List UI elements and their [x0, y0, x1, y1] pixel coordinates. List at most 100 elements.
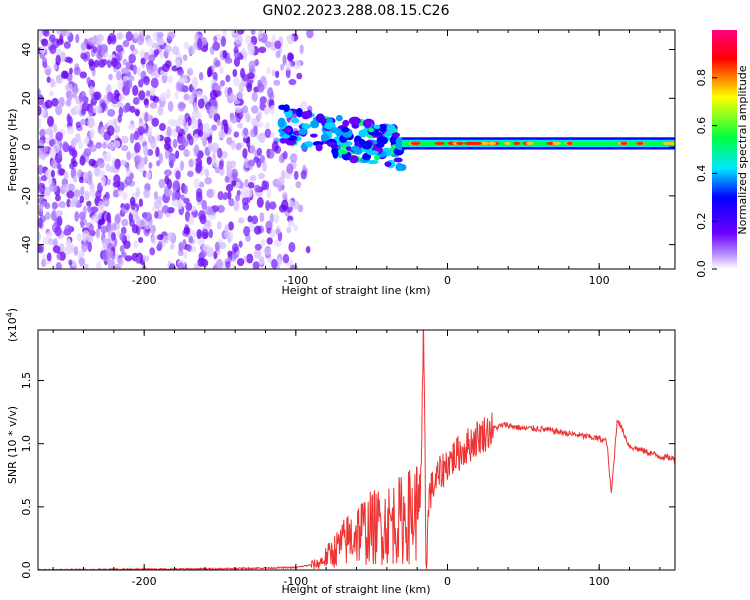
heatmap-cell: [52, 245, 61, 254]
heatmap-cell: [149, 247, 156, 256]
heatmap-cell: [206, 188, 214, 199]
heatmap-cell: [145, 171, 151, 179]
heatmap-cell: [176, 69, 185, 76]
heatmap-cell: [245, 113, 251, 123]
heatmap-cell: [93, 59, 100, 68]
heatmap-cell: [227, 236, 232, 244]
heatmap-cell: [100, 102, 106, 110]
heatmap-cell: [109, 35, 117, 45]
heatmap-cell: [44, 202, 51, 210]
heatmap-cell: [175, 125, 182, 134]
snr-panel: -200 -100 0 100 0.0 0.5 1.0 1.5 Height of strai…: [5, 308, 676, 596]
heatmap-cell: [58, 168, 66, 176]
heatmap-cell: [52, 143, 61, 154]
heatmap-cell: [232, 243, 239, 253]
heatmap-cell: [106, 119, 115, 128]
heatmap-cell: [377, 123, 387, 133]
heatmap-cell: [363, 119, 372, 128]
heatmap-cell: [106, 249, 114, 260]
heatmap-cell: [186, 67, 194, 76]
heatmap-cell: [137, 126, 145, 136]
heatmap-cell: [281, 199, 289, 211]
y-tick-label: 1.0: [20, 435, 33, 453]
heatmap-cell: [138, 198, 144, 207]
heatmap-cell: [182, 54, 188, 61]
heatmap-cell: [38, 245, 43, 253]
heatmap-cell: [56, 163, 62, 170]
heatmap-cell: [233, 77, 240, 87]
heatmap-cell: [114, 158, 121, 170]
heatmap-cell: [102, 249, 109, 260]
heatmap-cell: [230, 141, 236, 151]
x-tick-label: 0: [444, 575, 451, 588]
heatmap-cell: [299, 44, 304, 55]
heatmap-cell: [111, 222, 117, 232]
heatmap-cell: [134, 141, 141, 153]
heatmap-cell: [98, 212, 103, 221]
heatmap-cell: [38, 164, 44, 176]
heatmap-cell: [38, 204, 43, 213]
heatmap-cell: [113, 124, 121, 134]
heatmap-cell: [143, 98, 149, 106]
heatmap-cell: [76, 233, 82, 242]
heatmap-cell: [244, 178, 249, 188]
heatmap-cell: [91, 215, 97, 223]
heatmap-cell: [56, 252, 61, 261]
heatmap-cell: [167, 75, 174, 84]
heatmap-cell: [102, 142, 107, 149]
x-tick-label: -100: [283, 274, 308, 287]
heatmap-cell: [331, 147, 339, 155]
heatmap-cell: [287, 52, 295, 61]
heatmap-cell: [251, 91, 258, 102]
heatmap-cell: [87, 204, 92, 214]
heatmap-band-core: [402, 141, 675, 146]
heatmap-cell: [110, 96, 119, 105]
heatmap-cell: [273, 79, 281, 86]
colorbar-tick-label: 0.8: [695, 69, 708, 87]
heatmap-cell: [68, 259, 73, 266]
heatmap-cell: [96, 33, 104, 42]
heatmap-cell: [258, 30, 263, 40]
heatmap-cell: [66, 198, 71, 208]
heatmap-cell: [144, 111, 149, 123]
heatmap-cell: [315, 144, 323, 152]
heatmap-cell: [267, 148, 275, 160]
heatmap-cell: [295, 180, 302, 189]
heatmap-cell: [256, 196, 264, 208]
heatmap-cell: [71, 196, 79, 204]
heatmap-cell: [243, 226, 251, 237]
heatmap-cell: [151, 42, 159, 49]
heatmap-cell: [208, 228, 214, 239]
heatmap-cell: [435, 141, 445, 145]
heatmap-cell: [127, 123, 136, 130]
heatmap-cell: [264, 122, 271, 130]
heatmap-cell: [105, 163, 111, 172]
snr-x-label: Height of straight line (km): [281, 583, 430, 596]
heatmap-cell: [199, 250, 207, 258]
heatmap-cell: [224, 230, 231, 239]
heatmap-cell: [288, 78, 297, 86]
heatmap-cell: [129, 172, 135, 180]
heatmap-cell: [274, 40, 282, 50]
heatmap-cell: [253, 184, 261, 193]
heatmap-cell: [171, 45, 180, 56]
heatmap-cell: [185, 202, 193, 212]
heatmap-cell: [199, 214, 207, 225]
heatmap-cell: [320, 133, 329, 142]
heatmap-cell: [295, 107, 303, 118]
heatmap-cell: [46, 76, 51, 83]
heatmap-cell: [183, 122, 189, 134]
heatmap-cell: [177, 114, 186, 126]
heatmap-cell: [120, 67, 129, 75]
heatmap-cell: [48, 90, 55, 97]
heatmap-cell: [342, 119, 350, 127]
heatmap-cell: [209, 105, 216, 116]
heatmap-cell: [252, 261, 260, 269]
heatmap-cell: [330, 126, 340, 134]
heatmap-cell: [146, 64, 154, 75]
heatmap-cell: [196, 228, 202, 240]
colorbar-tick-label: 0.4: [695, 165, 708, 183]
heatmap-cell: [143, 51, 150, 61]
heatmap-cell: [136, 66, 142, 76]
